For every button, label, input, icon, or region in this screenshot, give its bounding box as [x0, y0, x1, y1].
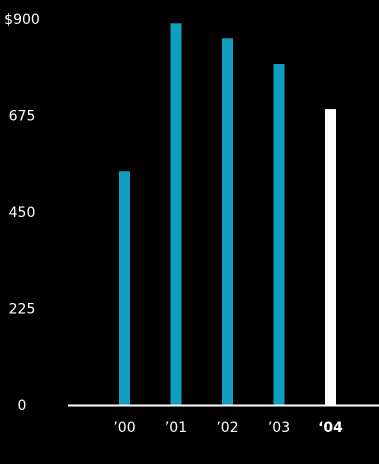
- bar-3: [273, 64, 285, 406]
- x-tick-label: ’00: [113, 420, 135, 436]
- bar-0: [119, 171, 130, 405]
- bar-2: [222, 38, 233, 406]
- y-tick-label: 225: [9, 302, 36, 318]
- x-tick-label: ’03: [268, 420, 290, 436]
- x-tick-label: ‘04: [318, 420, 343, 436]
- x-tick-label: ’02: [216, 420, 238, 436]
- bar-4: [325, 109, 336, 406]
- y-tick-label: 675: [9, 109, 36, 125]
- x-tick-label: ’01: [165, 420, 187, 436]
- y-tick-label: 450: [9, 205, 36, 221]
- y-tick-label: 0: [18, 398, 27, 414]
- bar-1: [170, 23, 182, 406]
- y-tick-label: $900: [4, 12, 40, 28]
